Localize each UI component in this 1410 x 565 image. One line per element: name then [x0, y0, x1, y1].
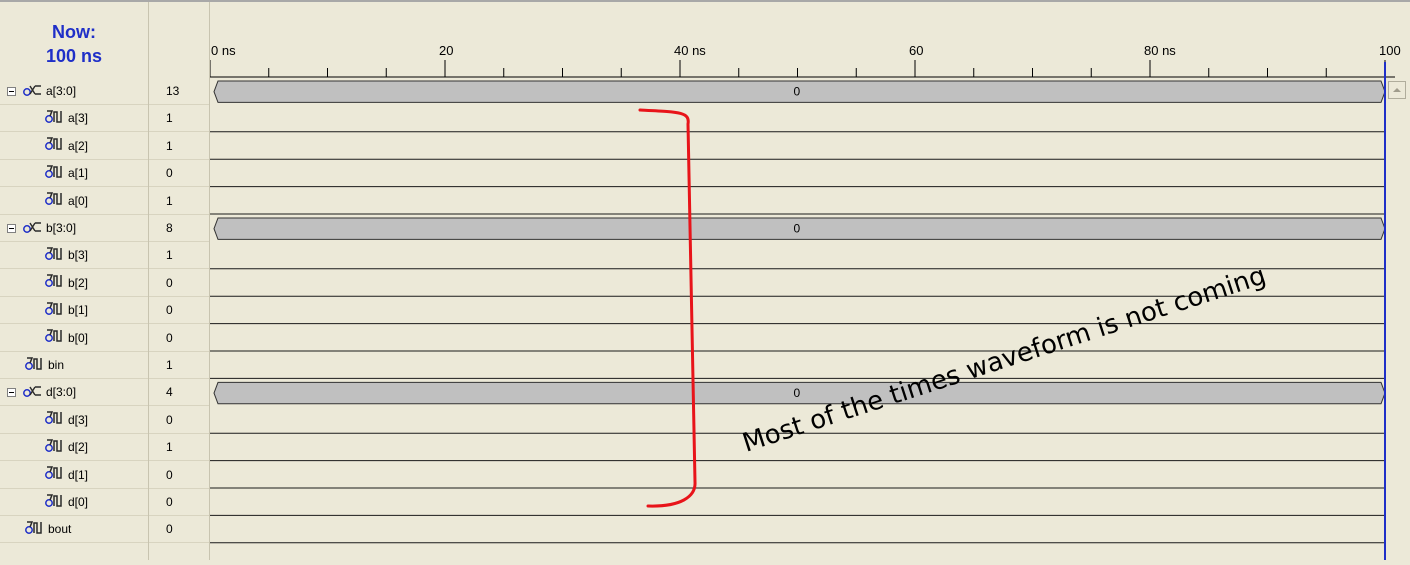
signal-name: d[2] [68, 440, 89, 455]
signal-name: d[0] [68, 495, 89, 509]
signal-name: a[1] [68, 166, 89, 181]
signal-name: d[3] [68, 412, 89, 427]
signal-value: 0 [149, 407, 209, 434]
ruler-tick-label: 40 ns [674, 43, 706, 58]
bit-signal-icon [44, 465, 64, 484]
bit-signal-icon [44, 328, 64, 347]
bus-waveform-value: 0 [794, 386, 801, 400]
signal-value: 0 [149, 325, 209, 352]
signal-value: 1 [149, 188, 209, 215]
ruler-tick-label: 100 [1379, 43, 1401, 58]
collapse-toggle-icon[interactable] [7, 223, 16, 233]
annotation-text: Most of the times waveform is not coming [739, 261, 1270, 459]
bit-signal-icon [24, 356, 44, 375]
bit-signal-icon [44, 438, 64, 457]
signal-row-a2[interactable]: a[2] [0, 133, 148, 160]
signal-row-bout[interactable]: bout [0, 516, 148, 544]
signal-row-d2[interactable]: d[2] [0, 434, 148, 462]
signal-name: b[3:0] [46, 221, 77, 235]
signal-value: 1 [149, 105, 209, 133]
signal-name: d[3:0] [46, 385, 77, 400]
ruler-tick-label: 60 [909, 43, 923, 58]
bus-signal-icon [22, 82, 42, 101]
signal-value: 8 [149, 215, 209, 242]
bit-signal-icon [44, 109, 64, 128]
signal-row-bin[interactable]: bin [0, 352, 148, 379]
bit-signal-icon [24, 520, 44, 539]
signal-row-a1[interactable]: a[1] [0, 160, 148, 188]
bus-waveform-value: 0 [794, 222, 801, 236]
bit-signal-icon [44, 191, 64, 210]
signal-value: 0 [149, 489, 209, 516]
now-label-line2: 100 ns [45, 46, 103, 66]
waveform-panel[interactable]: 0 ns 20 40 ns 60 80 ns 100 0 0 0 Most of the time… [209, 2, 1410, 560]
bit-signal-icon [44, 246, 64, 265]
bit-signal-icon [44, 301, 64, 320]
signal-name: a[3] [68, 111, 89, 126]
signal-name: b[2] [68, 275, 89, 290]
signal-values-column: 13 1 1 0 1 8 1 0 0 0 1 4 0 1 0 0 0 [149, 2, 210, 560]
signal-value: 1 [149, 434, 209, 462]
signal-row-a0[interactable]: a[0] [0, 188, 148, 215]
bit-signal-icon [44, 136, 64, 155]
signal-row-b30[interactable]: b[3:0] [0, 215, 148, 242]
signal-value: 0 [149, 297, 209, 325]
ruler-tick-label: 20 [439, 43, 453, 58]
bus-waveform-value: 0 [794, 85, 801, 99]
signal-row-a3[interactable]: a[3] [0, 105, 148, 133]
signal-value: 1 [149, 242, 209, 270]
signal-value: 0 [149, 462, 209, 489]
ruler-tick-label: 80 ns [1144, 43, 1176, 58]
signal-row-d0[interactable]: d[0] [0, 489, 148, 516]
signal-value: 4 [149, 379, 209, 407]
signal-name: d[1] [68, 467, 89, 482]
signal-row-b3[interactable]: b[3] [0, 242, 148, 270]
now-label-line1: Now: [52, 22, 96, 42]
signal-row-d3[interactable]: d[3] [0, 407, 148, 434]
signal-value: 0 [149, 160, 209, 188]
signal-name: b[0] [68, 330, 89, 345]
signal-value: 1 [149, 352, 209, 379]
scroll-up-button[interactable] [1388, 81, 1406, 99]
signal-name: b[3] [68, 248, 89, 263]
signal-row-d1[interactable]: d[1] [0, 462, 148, 489]
bit-signal-icon [44, 273, 64, 292]
signal-value: 0 [149, 270, 209, 297]
bit-signal-icon [44, 493, 64, 512]
signal-name: b[1] [68, 303, 89, 318]
signal-name: bin [48, 358, 65, 372]
bit-signal-icon [44, 164, 64, 183]
signal-row-b2[interactable]: b[2] [0, 270, 148, 297]
now-time-label: Now: 100 ns [0, 20, 148, 68]
signal-row-b0[interactable]: b[0] [0, 325, 148, 352]
bus-signal-icon [22, 383, 42, 402]
bus-signal-icon [22, 219, 42, 238]
signal-value: 0 [149, 516, 209, 544]
signal-name: bout [48, 522, 72, 537]
signal-name: a[3:0] [46, 84, 77, 98]
signal-row-d30[interactable]: d[3:0] [0, 379, 148, 407]
annotation-bracket [638, 108, 697, 508]
signal-name: a[2] [68, 138, 89, 153]
bit-signal-icon [44, 410, 64, 429]
ruler-tick-label: 0 ns [211, 43, 236, 58]
signal-value: 1 [149, 133, 209, 160]
collapse-toggle-icon[interactable] [7, 86, 16, 96]
signal-row-b1[interactable]: b[1] [0, 297, 148, 325]
collapse-toggle-icon[interactable] [7, 387, 16, 397]
signal-name: a[0] [68, 193, 89, 208]
signal-row-a30[interactable]: a[3:0] [0, 78, 148, 105]
signal-names-column: Now: 100 ns a[3:0] a[3] a[2] a[1] a[0] b[3:0]… [0, 2, 149, 560]
signal-value: 13 [149, 78, 209, 105]
